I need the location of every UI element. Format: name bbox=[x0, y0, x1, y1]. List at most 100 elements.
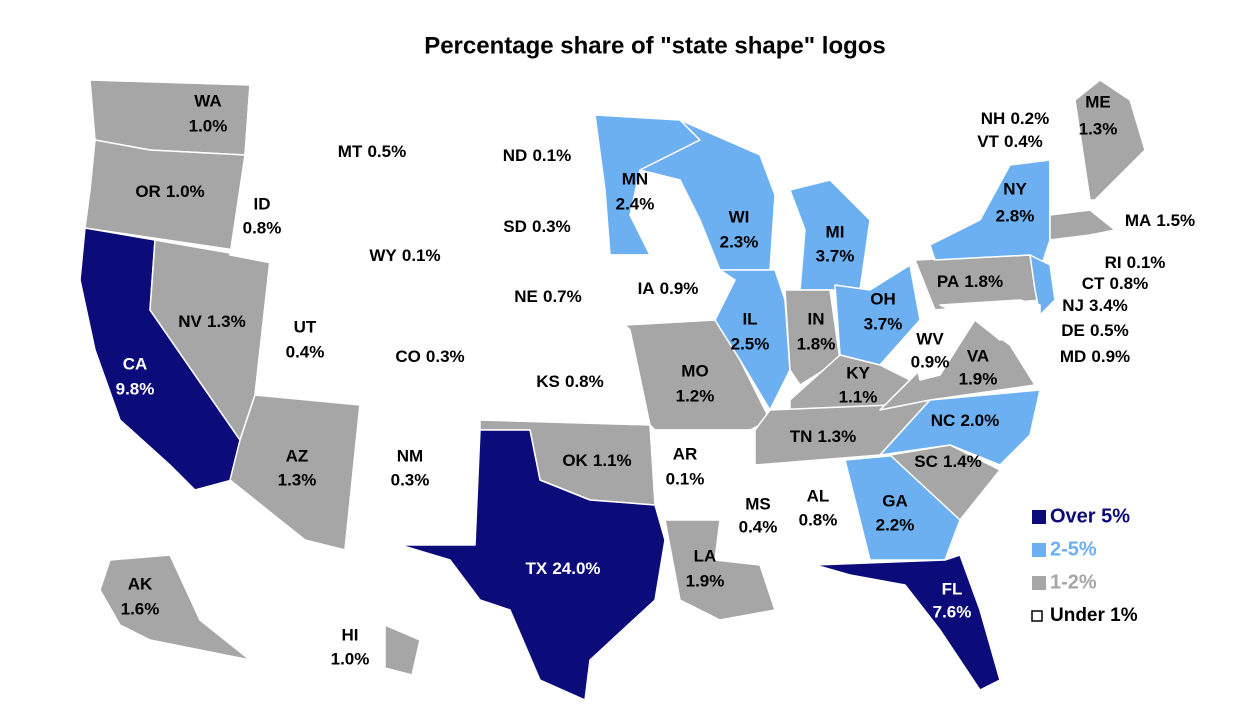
state-label: NJ 3.4% bbox=[1062, 296, 1128, 315]
state-name: VA bbox=[967, 346, 989, 365]
state-name: DE bbox=[1061, 321, 1085, 340]
state-value: 1.2% bbox=[676, 386, 715, 405]
state-name: WV bbox=[916, 329, 944, 348]
state-value: 7.6% bbox=[933, 602, 972, 621]
state-name: AZ bbox=[286, 446, 309, 465]
state-label: ND 0.1% bbox=[503, 146, 571, 165]
state bbox=[384, 624, 421, 676]
state-name: IN bbox=[808, 309, 825, 328]
state-name: MT bbox=[338, 142, 363, 161]
state-value: 1.3% bbox=[1079, 119, 1118, 138]
state bbox=[1039, 144, 1061, 216]
state-value: 1.1% bbox=[593, 451, 632, 470]
state-label: RI 0.1% bbox=[1105, 253, 1166, 272]
state-name: OK bbox=[562, 451, 588, 470]
state-value: 1.4% bbox=[943, 452, 982, 471]
state-label: OK 1.1% bbox=[562, 451, 631, 470]
state-value: 0.2% bbox=[1010, 109, 1049, 128]
state-label: NV 1.3% bbox=[178, 312, 245, 331]
state bbox=[1049, 209, 1116, 241]
state-value: 2.4% bbox=[616, 194, 655, 213]
state-name: LA bbox=[694, 546, 717, 565]
state-name: NV bbox=[178, 312, 202, 331]
state-name: UT bbox=[294, 317, 317, 336]
state-value: 0.7% bbox=[543, 287, 582, 306]
state-value: 1.5% bbox=[1156, 211, 1195, 230]
state-value: 1.3% bbox=[207, 312, 246, 331]
state bbox=[639, 119, 776, 271]
state-value: 0.5% bbox=[367, 142, 406, 161]
state-name: CT bbox=[1082, 274, 1105, 293]
state-value: 1.6% bbox=[121, 599, 160, 618]
labels: WA1.0%OR 1.0%CA9.8%NV 1.3%ID0.8%MT 0.5%WY 0.… bbox=[116, 91, 1196, 668]
state-name: ND bbox=[503, 146, 528, 165]
state-name: WY bbox=[369, 246, 397, 265]
state-value: 2.2% bbox=[876, 515, 915, 534]
state-label: CO 0.3% bbox=[395, 347, 464, 366]
legend-label: 2-5% bbox=[1050, 538, 1097, 560]
state-value: 0.3% bbox=[532, 217, 571, 236]
state-value: 1.0% bbox=[331, 649, 370, 668]
state-value: 1.8% bbox=[797, 334, 836, 353]
state-value: 2.5% bbox=[731, 334, 770, 353]
state-label: TX 24.0% bbox=[525, 559, 600, 578]
state-name: VT bbox=[977, 132, 999, 151]
legend-swatch bbox=[1032, 510, 1046, 524]
state-name: HI bbox=[342, 625, 359, 644]
state-label: NH 0.2% bbox=[981, 109, 1049, 128]
state-value: 0.1% bbox=[1127, 253, 1166, 272]
state-name: AL bbox=[807, 486, 830, 505]
state-name: OH bbox=[870, 289, 896, 308]
states bbox=[79, 79, 1146, 701]
state-value: 2.8% bbox=[996, 206, 1035, 225]
state-value: 3.7% bbox=[816, 246, 855, 265]
state-name: RI bbox=[1105, 253, 1122, 272]
state-value: 2.3% bbox=[720, 232, 759, 251]
state-value: 0.9% bbox=[911, 352, 950, 371]
state-name: WA bbox=[194, 91, 221, 110]
state-name: NE bbox=[514, 287, 538, 306]
state-label: SC 1.4% bbox=[914, 452, 981, 471]
state bbox=[909, 309, 976, 381]
state-label: TN 1.3% bbox=[790, 427, 857, 446]
state-name: MN bbox=[622, 169, 648, 188]
state bbox=[814, 554, 1001, 691]
state bbox=[939, 299, 1026, 341]
state-value: 24.0% bbox=[552, 559, 600, 578]
state bbox=[654, 429, 751, 521]
state-name: OR bbox=[135, 182, 161, 201]
state-name: WI bbox=[729, 207, 750, 226]
state-name: MI bbox=[826, 222, 845, 241]
state-name: ID bbox=[254, 194, 271, 213]
state-name: NY bbox=[1003, 179, 1027, 198]
state-value: 0.1% bbox=[532, 146, 571, 165]
state-value: 1.1% bbox=[839, 387, 878, 406]
legend-swatch bbox=[1031, 610, 1043, 622]
state bbox=[1029, 254, 1056, 316]
legend-swatch bbox=[1032, 576, 1046, 590]
state bbox=[794, 459, 861, 576]
state-label: MD 0.9% bbox=[1060, 347, 1130, 366]
state-name: PA bbox=[937, 272, 959, 291]
state-value: 0.8% bbox=[799, 510, 838, 529]
state-name: ME bbox=[1085, 92, 1111, 111]
state-label: CT 0.8% bbox=[1082, 274, 1149, 293]
state-label: IA 0.9% bbox=[638, 279, 699, 298]
state-name: KY bbox=[846, 363, 870, 382]
state-name: MD bbox=[1060, 347, 1086, 366]
state-label: NE 0.7% bbox=[514, 287, 581, 306]
state-value: 0.1% bbox=[402, 246, 441, 265]
state-name: NH bbox=[981, 109, 1006, 128]
state bbox=[344, 404, 481, 551]
state bbox=[664, 519, 776, 621]
state bbox=[744, 464, 796, 581]
state-name: TN bbox=[790, 427, 813, 446]
state-name: MO bbox=[681, 361, 708, 380]
state-name: CO bbox=[395, 347, 421, 366]
state bbox=[99, 554, 251, 661]
state-value: 0.4% bbox=[1004, 132, 1043, 151]
state-name: KS bbox=[536, 372, 560, 391]
legend: Over 5% 2-5% 1-2% Under 1% bbox=[1031, 505, 1138, 626]
state-value: 0.8% bbox=[1110, 274, 1149, 293]
state-value: 1.0% bbox=[166, 182, 205, 201]
